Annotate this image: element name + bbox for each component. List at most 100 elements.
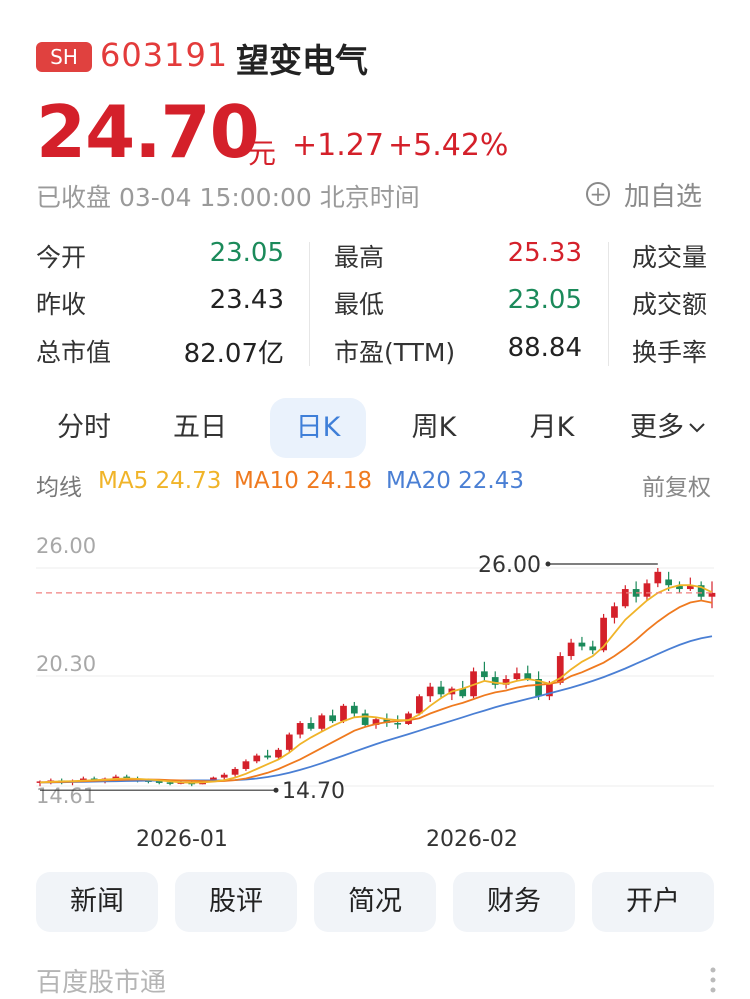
ma10-line: [39, 599, 713, 784]
profile-button[interactable]: 简况: [314, 872, 436, 932]
candle-up: [600, 617, 607, 651]
low-annotation-dot: [273, 787, 279, 793]
stat-label: 最低: [334, 290, 385, 319]
candle-up: [210, 777, 217, 782]
price-change-percent: +5.42%: [388, 128, 509, 163]
candle-up: [220, 774, 228, 778]
candle-up: [415, 696, 423, 714]
tab-weekly-k[interactable]: 周K: [411, 412, 457, 443]
x-tick-label: 2026-01: [136, 827, 228, 852]
stat-value-high: 25.33: [507, 238, 582, 268]
candle-up: [502, 679, 510, 685]
candle-down: [437, 686, 445, 695]
stat-label: 最高: [334, 243, 385, 272]
candle-down: [155, 781, 163, 783]
candle-down: [264, 755, 271, 758]
open-account-button[interactable]: 开户: [592, 872, 714, 932]
tab-monthly-k[interactable]: 月K: [529, 412, 575, 443]
stat-label: 成交量: [632, 243, 708, 272]
y-tick-label: 26.00: [36, 534, 96, 558]
stat-value-low: 23.05: [507, 285, 582, 315]
candle-up: [372, 719, 380, 725]
tab-intraday[interactable]: 分时: [57, 412, 111, 443]
stat-label: 昨收: [36, 290, 87, 319]
stat-label: 成交额: [632, 290, 708, 319]
candle-up: [231, 768, 239, 775]
candle-down: [329, 715, 337, 722]
stat-value-market-cap: 82.07亿: [183, 339, 284, 369]
candle-down: [123, 776, 131, 779]
stat-value-prev-close: 23.43: [209, 285, 284, 315]
candle-up: [275, 749, 282, 758]
candle-up: [79, 778, 87, 781]
candle-down: [589, 646, 597, 651]
candle-up: [686, 585, 694, 590]
candle-down: [665, 579, 673, 586]
candle-down: [578, 642, 586, 647]
stat-label: 总市值: [36, 338, 112, 367]
candle-up: [611, 606, 618, 618]
high-annotation-label: 26.00: [478, 553, 541, 578]
stats-divider: [608, 242, 609, 366]
tab-more-label: 更多: [630, 412, 684, 443]
reviews-button[interactable]: 股评: [175, 872, 297, 932]
tab-more[interactable]: 更多: [620, 398, 716, 458]
candle-up: [296, 723, 304, 735]
ma5-line: [39, 584, 713, 784]
stock-code: 603191: [100, 36, 229, 74]
candle-down: [361, 713, 369, 725]
candle-up: [513, 673, 521, 680]
high-annotation-dot: [545, 561, 551, 567]
news-button[interactable]: 新闻: [36, 872, 158, 932]
candle-up: [470, 671, 477, 697]
y-tick-label: 14.61: [36, 784, 96, 808]
add-watchlist-button[interactable]: + 加自选: [586, 176, 702, 212]
stat-label: 今开: [36, 243, 87, 272]
add-watchlist-label: 加自选: [624, 181, 703, 212]
financials-button[interactable]: 财务: [453, 872, 575, 932]
kline-chart[interactable]: 26.00 20.30 14.61 2026-01 2026-02 26.00 …: [0, 520, 750, 860]
candle-down: [524, 673, 532, 680]
tab-daily-k[interactable]: 日K: [270, 398, 366, 458]
stat-value-open: 23.05: [209, 238, 284, 268]
candle-down: [459, 688, 467, 697]
stock-name: 望变电气: [236, 41, 368, 80]
stat-label: 换手率: [632, 338, 708, 367]
current-price: 24.70: [36, 90, 260, 174]
candle-down: [166, 782, 174, 784]
ma5-value: MA5 24.73: [98, 468, 222, 494]
candle-down: [383, 719, 391, 724]
candle-up: [253, 755, 261, 762]
candle-down: [491, 677, 499, 685]
x-tick-label: 2026-02: [426, 827, 518, 852]
exchange-badge: SH: [36, 42, 92, 72]
candle-down: [697, 585, 705, 597]
price-unit: 元: [248, 137, 277, 170]
adjust-mode[interactable]: 前复权: [642, 475, 711, 501]
stat-value-pe: 88.84: [507, 333, 582, 363]
candle-up: [285, 734, 293, 750]
source-label: 百度股市通: [36, 968, 167, 998]
candle-up: [318, 715, 326, 729]
candle-up: [567, 642, 575, 657]
y-tick-label: 20.30: [36, 652, 96, 676]
candle-down: [394, 723, 402, 725]
candle-up: [621, 589, 629, 607]
candle-up: [405, 713, 412, 724]
candle-up: [242, 761, 250, 769]
stats-divider: [309, 242, 310, 366]
candle-up: [546, 682, 553, 697]
more-vertical-icon[interactable]: [708, 966, 718, 996]
market-status: 已收盘 03-04 15:00:00 北京时间: [36, 183, 420, 212]
plus-circle-icon: +: [586, 182, 610, 206]
candle-down: [481, 671, 488, 678]
ma-title: 均线: [36, 475, 82, 501]
candle-up: [654, 571, 662, 584]
candle-up: [340, 705, 347, 722]
candle-up: [112, 776, 120, 779]
candle-up: [426, 686, 434, 697]
tab-five-day[interactable]: 五日: [173, 412, 227, 443]
stat-label: 市盈(TTM): [334, 338, 456, 367]
candle-up: [643, 583, 651, 597]
candle-down: [535, 679, 542, 697]
